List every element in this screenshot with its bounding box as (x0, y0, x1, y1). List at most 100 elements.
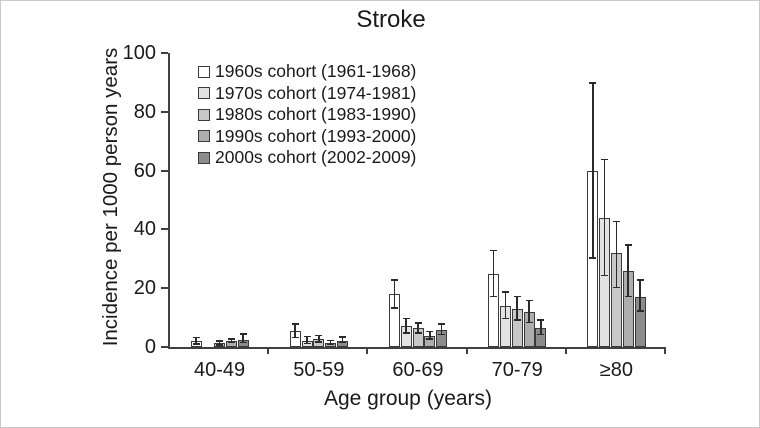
legend-label: 2000s cohort (2002-2009) (215, 147, 417, 168)
error-bar-cap (513, 295, 521, 298)
y-tick-label: 80 (133, 100, 156, 123)
error-bar (627, 244, 629, 297)
error-bar-cap (227, 341, 235, 344)
y-tick-label: 0 (144, 336, 156, 358)
error-bar (405, 317, 407, 334)
error-bar-cap (414, 322, 422, 324)
error-bar (540, 319, 542, 336)
error-bar (218, 340, 221, 346)
legend-label: 1960s cohort (1961-1968) (215, 61, 417, 82)
x-category-label: 40-49 (194, 359, 246, 381)
error-bar (318, 334, 320, 343)
x-tick (267, 347, 270, 354)
error-bar-cap (192, 336, 200, 339)
error-bar-cap (338, 336, 346, 338)
legend-label: 1980s cohort (1983-1990) (215, 104, 417, 125)
error-bar-cap (390, 307, 398, 309)
chart-title: Stroke (356, 6, 426, 33)
y-tick (161, 346, 168, 348)
error-bar-cap (239, 341, 247, 344)
error-bar-cap (303, 342, 311, 345)
error-bar-cap (390, 279, 398, 281)
error-bar-cap (513, 319, 521, 321)
y-axis-title: Incidence per 1000 person years (99, 47, 122, 347)
error-bar-cap (589, 82, 597, 84)
error-bar (306, 335, 308, 345)
error-bar (242, 333, 244, 344)
error-bar (639, 279, 641, 312)
y-tick-label: 100 (122, 42, 156, 64)
error-bar (341, 336, 344, 344)
error-bar (492, 249, 495, 297)
error-bar (516, 295, 518, 321)
error-bar-cap (327, 339, 335, 342)
legend-swatch (198, 65, 210, 78)
y-tick-label: 60 (133, 159, 156, 182)
error-bar-cap (315, 341, 323, 343)
error-bar-cap (612, 286, 620, 289)
error-bar (329, 339, 332, 346)
error-bar-cap (501, 291, 509, 293)
error-bar-cap (624, 244, 632, 246)
error-bar-cap (192, 343, 200, 345)
x-tick (564, 347, 567, 354)
error-bar-cap (501, 317, 509, 320)
error-bar (615, 220, 618, 289)
error-bar-cap (624, 295, 632, 298)
plot-area: 1960s cohort (1961-1968) 1970s cohort (19… (123, 42, 666, 381)
error-bar-cap (601, 158, 609, 161)
error-bar-cap (636, 279, 644, 281)
error-bar (440, 323, 443, 336)
error-bar-cap (291, 336, 299, 339)
legend-item: 2000s cohort (2002-2009) (198, 147, 416, 169)
error-bar-cap (426, 330, 434, 333)
x-axis-title: Age group (years) (323, 387, 493, 410)
y-tick-label: 40 (133, 218, 156, 241)
y-tick-label: 20 (133, 277, 156, 300)
x-category-label: 50-59 (293, 359, 345, 381)
error-bar (195, 336, 197, 345)
error-bar (230, 338, 233, 344)
error-bar (528, 299, 530, 324)
error-bar-cap (327, 343, 335, 346)
y-tick (161, 169, 168, 172)
legend-swatch (198, 87, 210, 100)
x-tick (664, 347, 666, 354)
error-bar-cap (537, 319, 545, 321)
error-bar-cap (490, 249, 498, 252)
error-bar-cap (438, 323, 446, 325)
error-bar (417, 322, 419, 334)
error-bar-cap (636, 310, 644, 312)
error-bar-cap (216, 340, 224, 342)
x-tick (366, 347, 369, 354)
y-tick (161, 52, 168, 54)
legend-swatch (198, 108, 210, 121)
error-bar (504, 291, 507, 320)
error-bar-cap (315, 334, 323, 337)
error-bar-cap (537, 333, 545, 336)
error-bar (294, 323, 296, 339)
error-bar-cap (216, 344, 224, 346)
error-bar-cap (438, 333, 446, 336)
error-bar-cap (338, 341, 346, 344)
legend: 1960s cohort (1961-1968) 1970s cohort (19… (198, 61, 416, 169)
error-bar-cap (239, 333, 247, 335)
legend-label: 1990s cohort (1993-2000) (215, 125, 417, 146)
x-tick (465, 347, 468, 354)
error-bar-cap (490, 295, 498, 298)
error-bar-cap (525, 321, 533, 324)
error-bar-cap (601, 274, 609, 277)
y-tick (161, 287, 168, 290)
legend-swatch (198, 151, 210, 164)
legend-item: 1970s cohort (1974-1981) (198, 83, 416, 105)
legend-item: 1980s cohort (1983-1990) (198, 104, 416, 126)
error-bar-cap (291, 323, 299, 325)
error-bar-cap (414, 332, 422, 334)
y-tick (161, 228, 168, 231)
error-bar-cap (402, 332, 410, 334)
legend-label: 1970s cohort (1974-1981) (215, 82, 417, 103)
error-bar-cap (612, 220, 620, 223)
error-bar-cap (525, 299, 533, 302)
error-bar-cap (426, 338, 434, 340)
